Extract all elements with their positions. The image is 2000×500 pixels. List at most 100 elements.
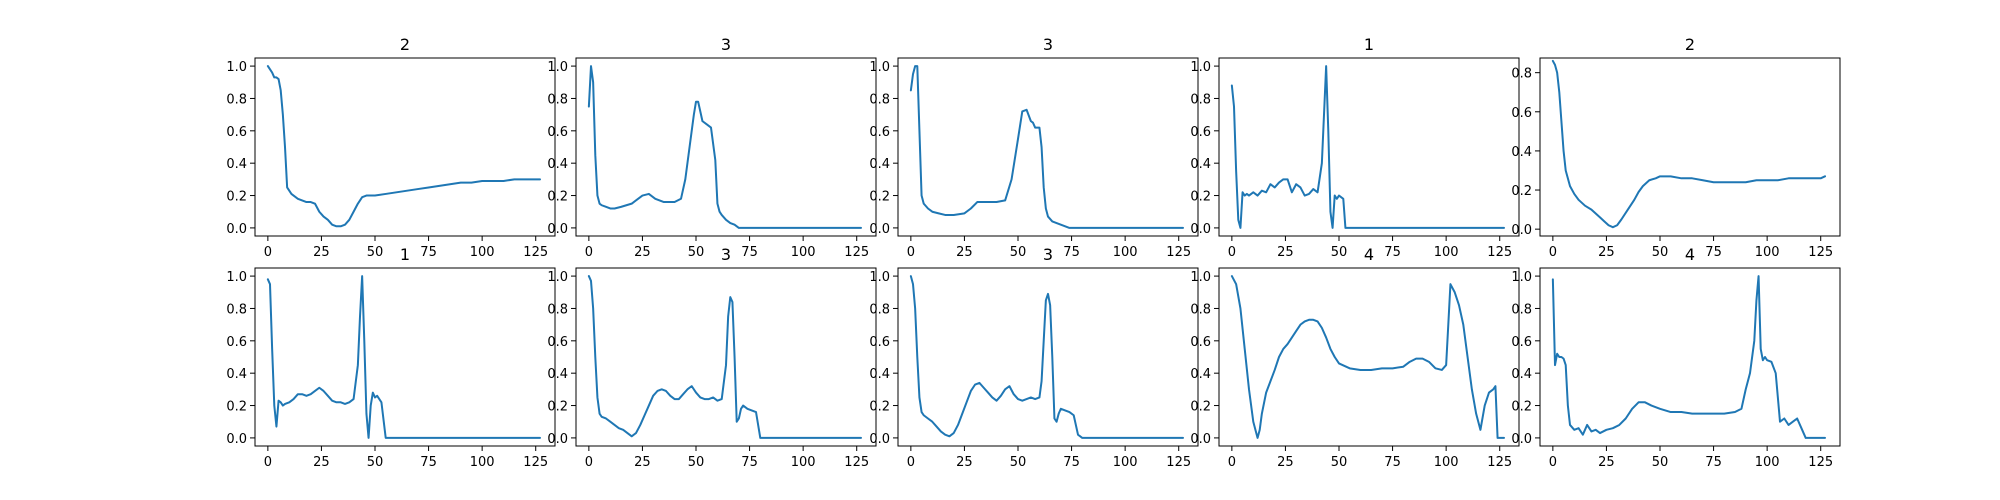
axes-frame bbox=[254, 267, 556, 447]
series-line bbox=[587, 65, 862, 229]
axes-frame bbox=[254, 57, 556, 237]
y-tick-label: 1.0 bbox=[869, 270, 890, 285]
x-tick-label: 50 bbox=[1010, 245, 1027, 260]
y-tick-label: 1.0 bbox=[226, 60, 247, 75]
y-tick-label: 0.2 bbox=[869, 190, 890, 205]
x-tick-label: 100 bbox=[1434, 245, 1459, 260]
x-tick-label: 0 bbox=[1549, 455, 1557, 470]
x-tick-label: 0 bbox=[1228, 245, 1236, 260]
x-tick-label: 100 bbox=[1755, 245, 1780, 260]
y-tick-label: 0.4 bbox=[226, 367, 247, 382]
series-line bbox=[909, 65, 1184, 229]
y-tick-label: 1.0 bbox=[226, 270, 247, 285]
y-tick-label: 0.0 bbox=[547, 222, 568, 237]
x-tick-label: 125 bbox=[844, 455, 869, 470]
x-tick-label: 25 bbox=[956, 245, 973, 260]
axes-frame bbox=[575, 57, 877, 237]
x-tick-label: 0 bbox=[907, 245, 915, 260]
y-tick-label: 0.2 bbox=[1190, 400, 1211, 415]
y-tick-label: 0.8 bbox=[226, 302, 247, 317]
y-tick-label: 0.8 bbox=[869, 92, 890, 107]
x-tick-label: 125 bbox=[1487, 455, 1512, 470]
x-tick-label: 125 bbox=[1808, 245, 1833, 260]
y-tick-label: 0.0 bbox=[869, 222, 890, 237]
axes-frame bbox=[575, 267, 877, 447]
x-tick-label: 100 bbox=[470, 245, 495, 260]
subplot-title: 4 bbox=[1364, 245, 1374, 264]
x-tick-label: 25 bbox=[1598, 245, 1615, 260]
series-line bbox=[1230, 65, 1505, 229]
x-tick-label: 0 bbox=[264, 245, 272, 260]
y-tick-label: 0.2 bbox=[226, 190, 247, 205]
y-tick-label: 0.8 bbox=[1511, 67, 1532, 82]
x-tick-label: 75 bbox=[741, 455, 758, 470]
x-tick-label: 25 bbox=[313, 455, 330, 470]
x-tick-label: 75 bbox=[1384, 455, 1401, 470]
x-tick-label: 50 bbox=[1331, 245, 1348, 260]
subplot-4: 1 0 25 50 75 100 125 0.0 0.2 0.4 0.6 0.8 1.0 bbox=[1190, 35, 1520, 260]
subplot-title: 1 bbox=[400, 245, 410, 264]
x-tick-label: 125 bbox=[1166, 455, 1191, 470]
y-tick-label: 0.0 bbox=[1190, 432, 1211, 447]
subplot-title: 2 bbox=[400, 35, 410, 54]
axes-frame bbox=[1539, 57, 1841, 237]
subplot-9: 4 0 25 50 75 100 125 0.0 0.2 0.4 0.6 0.8 1.0 bbox=[1190, 245, 1520, 470]
axes-frame bbox=[897, 57, 1199, 237]
y-tick-label: 1.0 bbox=[1190, 60, 1211, 75]
x-tick-label: 125 bbox=[523, 245, 548, 260]
y-tick-label: 0.4 bbox=[1190, 367, 1211, 382]
x-tick-label: 75 bbox=[1063, 245, 1080, 260]
y-tick-label: 0.8 bbox=[547, 302, 568, 317]
subplot-1: 2 0 25 50 75 100 125 0.0 0.2 0.4 0.6 0.8 1.0 bbox=[226, 35, 556, 260]
x-tick-label: 50 bbox=[1652, 245, 1669, 260]
y-tick-label: 0.2 bbox=[1511, 400, 1532, 415]
y-tick-label: 1.0 bbox=[547, 60, 568, 75]
y-tick-label: 0.6 bbox=[869, 335, 890, 350]
x-tick-label: 50 bbox=[367, 245, 384, 260]
x-tick-label: 0 bbox=[1228, 455, 1236, 470]
x-tick-label: 0 bbox=[907, 455, 915, 470]
subplot-title: 3 bbox=[1043, 35, 1053, 54]
series-line bbox=[1551, 275, 1826, 439]
x-tick-label: 25 bbox=[1277, 245, 1294, 260]
x-tick-label: 75 bbox=[420, 455, 437, 470]
x-tick-label: 100 bbox=[1113, 245, 1138, 260]
subplot-2: 3 0 25 50 75 100 125 0.0 0.2 0.4 0.6 0.8 1.0 bbox=[547, 35, 877, 260]
y-tick-label: 0.6 bbox=[1511, 335, 1532, 350]
axes-frame bbox=[1218, 57, 1520, 237]
y-tick-label: 0.0 bbox=[1511, 223, 1532, 238]
series-line bbox=[1551, 59, 1826, 229]
y-tick-label: 0.2 bbox=[547, 190, 568, 205]
subplot-title: 4 bbox=[1685, 245, 1695, 264]
x-tick-label: 100 bbox=[1113, 455, 1138, 470]
x-tick-label: 25 bbox=[313, 245, 330, 260]
x-tick-label: 25 bbox=[956, 455, 973, 470]
y-tick-label: 0.6 bbox=[1511, 106, 1532, 121]
subplot-title: 3 bbox=[1043, 245, 1053, 264]
x-tick-label: 25 bbox=[634, 245, 651, 260]
x-tick-label: 0 bbox=[264, 455, 272, 470]
axes-frame bbox=[897, 267, 1199, 447]
y-tick-label: 0.8 bbox=[1190, 302, 1211, 317]
x-tick-label: 50 bbox=[1331, 455, 1348, 470]
y-tick-label: 0.6 bbox=[1190, 335, 1211, 350]
y-tick-label: 0.8 bbox=[226, 92, 247, 107]
y-tick-label: 1.0 bbox=[869, 60, 890, 75]
x-tick-label: 125 bbox=[844, 245, 869, 260]
subplot-title: 2 bbox=[1685, 35, 1695, 54]
x-tick-label: 0 bbox=[585, 245, 593, 260]
y-tick-label: 1.0 bbox=[1190, 270, 1211, 285]
x-tick-label: 125 bbox=[1487, 245, 1512, 260]
x-tick-label: 100 bbox=[791, 455, 816, 470]
x-tick-label: 50 bbox=[367, 455, 384, 470]
x-tick-label: 125 bbox=[1808, 455, 1833, 470]
y-tick-label: 0.8 bbox=[1511, 302, 1532, 317]
x-tick-label: 0 bbox=[1549, 245, 1557, 260]
y-tick-label: 0.4 bbox=[1511, 145, 1532, 160]
y-tick-label: 0.6 bbox=[226, 335, 247, 350]
series-line bbox=[266, 65, 541, 228]
y-tick-label: 0.0 bbox=[1511, 432, 1532, 447]
series-line bbox=[266, 275, 541, 439]
series-line bbox=[909, 275, 1184, 439]
y-tick-label: 0.8 bbox=[869, 302, 890, 317]
